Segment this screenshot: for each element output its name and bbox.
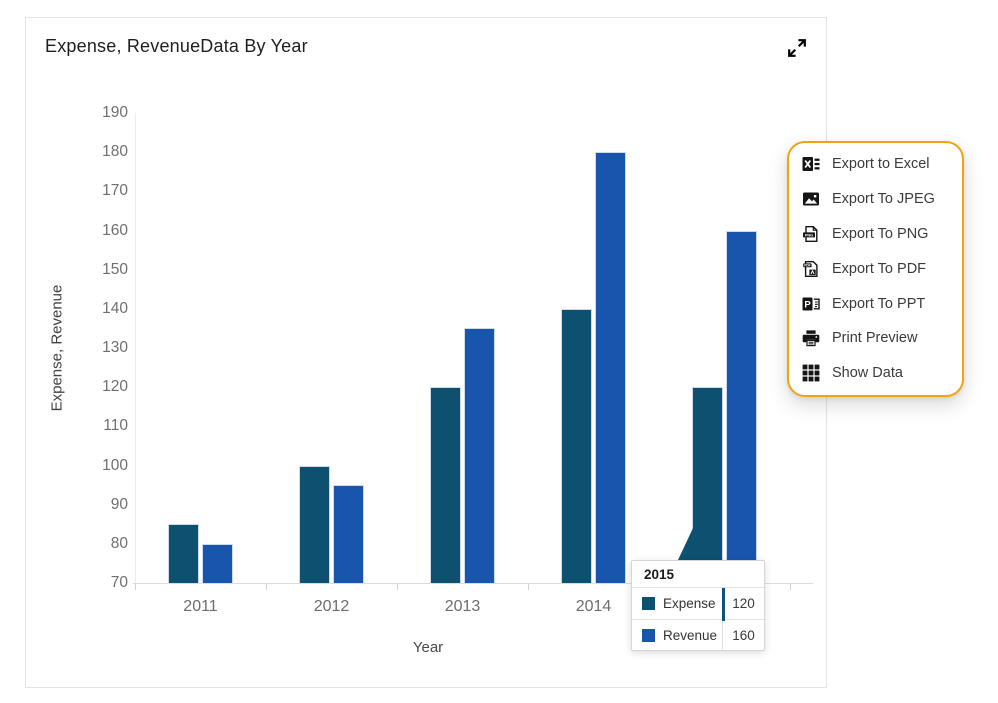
x-axis-tick xyxy=(397,584,398,590)
y-axis-tick-label: 190 xyxy=(102,104,128,121)
bar-revenue-2014[interactable] xyxy=(595,152,626,583)
export-menu: Export to Excel Export To JPEG PNG Export T… xyxy=(787,141,964,397)
y-axis-tick-label: 110 xyxy=(103,417,128,435)
menu-item-print-preview[interactable]: Print Preview xyxy=(789,321,962,356)
svg-text:P: P xyxy=(804,299,811,310)
x-axis-tick xyxy=(266,584,267,590)
bar-revenue-2015[interactable] xyxy=(726,230,757,583)
menu-item-label: Export To PDF xyxy=(832,260,927,277)
print-icon xyxy=(802,329,820,347)
tooltip-series-highlight xyxy=(722,588,725,621)
y-axis-tick-label: 140 xyxy=(102,299,128,317)
y-axis-tick-label: 180 xyxy=(102,143,128,161)
bar-expense-2013[interactable] xyxy=(430,387,461,583)
tooltip-series-value: 120 xyxy=(722,588,764,619)
svg-text:PNG: PNG xyxy=(805,233,813,237)
y-axis-tick-label: 150 xyxy=(102,260,128,278)
menu-item-label: Export To PPT xyxy=(832,295,926,312)
tooltip-series-label: Expense xyxy=(663,596,716,611)
y-axis-tick-label: 100 xyxy=(102,456,128,474)
bar-expense-2011[interactable] xyxy=(168,524,199,583)
tooltip-series-label: Revenue xyxy=(663,627,718,643)
series-swatch-revenue xyxy=(642,628,655,642)
y-axis-line xyxy=(135,113,136,583)
tooltip-series-value: 160 xyxy=(722,620,764,650)
y-axis-tick-label: 170 xyxy=(102,182,128,200)
jpeg-icon xyxy=(802,190,820,208)
expand-icon xyxy=(784,35,810,66)
show-data-icon xyxy=(802,364,820,382)
menu-item-export-to-pdf[interactable]: PDF Export To PDF xyxy=(789,251,962,286)
x-axis-category-label: 2014 xyxy=(575,598,612,615)
expand-button[interactable] xyxy=(781,34,813,66)
chart-tooltip: 2015 Expense 120 Revenue 160 xyxy=(631,560,765,651)
menu-item-label: Print Preview xyxy=(832,330,918,347)
x-axis-category-label: 2012 xyxy=(313,598,350,615)
menu-item-label: Export to Excel xyxy=(832,156,930,173)
x-axis-category-label: 2013 xyxy=(444,598,481,615)
menu-item-export-to-excel[interactable]: Export to Excel xyxy=(789,147,962,182)
menu-item-label: Export To JPEG xyxy=(832,191,935,208)
menu-item-label: Export To PNG xyxy=(832,225,929,242)
series-swatch-expense xyxy=(642,597,655,610)
excel-icon xyxy=(802,155,820,173)
bar-revenue-2012[interactable] xyxy=(333,485,364,583)
x-axis-tick xyxy=(528,584,529,590)
menu-item-label: Show Data xyxy=(832,365,903,382)
x-axis-tick xyxy=(790,584,791,590)
bar-revenue-2011[interactable] xyxy=(202,543,233,583)
x-axis-category-label: 2011 xyxy=(183,598,218,615)
bar-expense-2012[interactable] xyxy=(299,465,330,583)
png-icon: PNG xyxy=(802,225,820,243)
y-axis-tick-label: 80 xyxy=(110,534,128,552)
bar-expense-2014[interactable] xyxy=(561,308,592,583)
bar-expense-2015[interactable] xyxy=(692,387,723,583)
svg-text:PDF: PDF xyxy=(804,263,810,267)
x-axis-line xyxy=(133,583,813,584)
menu-item-export-to-jpeg[interactable]: Export To JPEG xyxy=(789,182,962,217)
bar-revenue-2013[interactable] xyxy=(464,328,495,583)
tooltip-title: 2015 xyxy=(632,561,764,588)
y-axis-title: Expense, Revenue xyxy=(48,284,66,412)
y-axis-tick-label: 70 xyxy=(110,574,128,591)
tooltip-row-expense: Expense 120 xyxy=(632,588,764,619)
pdf-icon: PDF xyxy=(802,260,820,278)
x-axis-tick xyxy=(135,584,136,590)
y-axis-tick-label: 130 xyxy=(102,339,128,356)
tooltip-row-revenue: Revenue 160 xyxy=(632,619,764,650)
y-axis-tick-label: 120 xyxy=(102,378,128,396)
ppt-icon: P xyxy=(802,295,820,313)
x-axis-title: Year xyxy=(412,639,444,656)
chart-title: Expense, RevenueData By Year xyxy=(45,36,308,56)
menu-item-export-to-ppt[interactable]: P Export To PPT xyxy=(789,286,962,321)
menu-item-export-to-png[interactable]: PNG Export To PNG xyxy=(789,217,962,252)
menu-item-show-data[interactable]: Show Data xyxy=(789,356,962,391)
y-axis-tick-label: 90 xyxy=(110,495,128,513)
y-axis-tick-label: 160 xyxy=(102,221,128,239)
